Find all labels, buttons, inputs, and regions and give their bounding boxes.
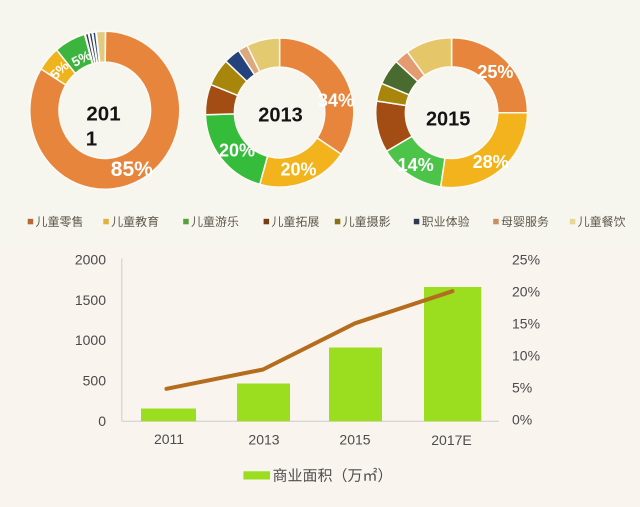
- svg-text:1500: 1500: [75, 292, 106, 308]
- svg-text:2000: 2000: [75, 252, 106, 268]
- svg-text:25%: 25%: [477, 62, 513, 82]
- svg-text:2017E: 2017E: [431, 432, 471, 448]
- svg-text:500: 500: [83, 373, 107, 389]
- svg-text:0: 0: [98, 413, 106, 429]
- svg-text:2015: 2015: [339, 431, 370, 447]
- svg-text:2011: 2011: [154, 431, 184, 447]
- svg-text:201: 201: [86, 102, 120, 125]
- svg-text:28%: 28%: [473, 152, 509, 172]
- svg-text:25%: 25%: [512, 252, 540, 268]
- svg-text:0%: 0%: [512, 411, 532, 427]
- svg-text:5%: 5%: [512, 379, 532, 395]
- svg-text:1: 1: [86, 127, 97, 150]
- svg-text:20%: 20%: [512, 284, 540, 300]
- svg-text:2015: 2015: [426, 109, 471, 131]
- svg-text:10%: 10%: [512, 347, 540, 363]
- svg-text:2013: 2013: [258, 105, 303, 127]
- svg-text:20%: 20%: [219, 141, 255, 161]
- svg-text:14%: 14%: [398, 155, 434, 175]
- svg-text:2013: 2013: [248, 431, 279, 447]
- svg-text:1000: 1000: [75, 332, 106, 348]
- svg-text:34%: 34%: [318, 90, 354, 110]
- svg-text:20%: 20%: [280, 160, 316, 180]
- svg-text:15%: 15%: [512, 316, 540, 332]
- svg-text:85%: 85%: [111, 158, 153, 181]
